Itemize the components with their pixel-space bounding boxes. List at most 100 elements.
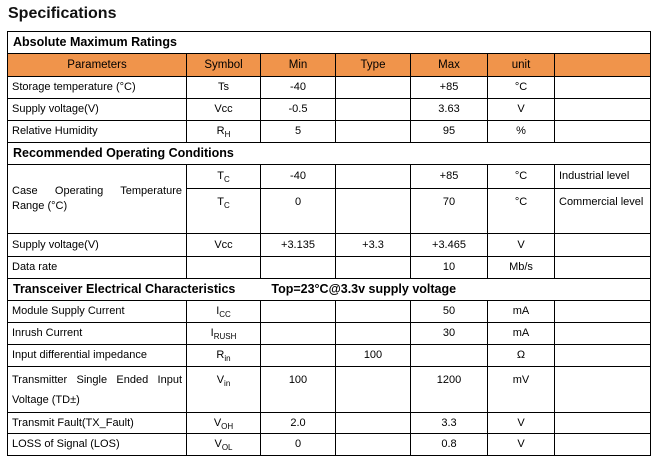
cell-min: 5 xyxy=(260,120,336,143)
cell-param: Transmitter Single Ended Input Voltage (… xyxy=(7,366,187,413)
cell-min: 2.0 xyxy=(260,412,336,434)
col-header-max: Max xyxy=(410,53,488,77)
cell-max: 95 xyxy=(410,120,488,143)
cell-max: 3.63 xyxy=(410,98,488,121)
section-title-with-condition: Transceiver Electrical Characteristics To… xyxy=(6,278,652,301)
cell-unit: °C xyxy=(487,188,555,234)
cell-unit: Ω xyxy=(487,344,555,367)
col-header-parameters: Parameters xyxy=(7,53,187,77)
cell-type xyxy=(335,188,411,234)
cell-unit: V xyxy=(487,412,555,434)
row-loss-of-signal: LOSS of Signal (LOS) VOL 0 0.8 V xyxy=(7,433,652,456)
cell-unit: V xyxy=(487,98,555,121)
cell-max: +3.465 xyxy=(410,233,488,257)
cell-min xyxy=(260,322,336,345)
row-transmit-fault: Transmit Fault(TX_Fault) VOH 2.0 3.3 V xyxy=(7,412,652,434)
cell-unit: mA xyxy=(487,322,555,345)
cell-symbol: IRUSH xyxy=(186,322,261,345)
cell-param: Input differential impedance xyxy=(7,344,187,367)
row-relative-humidity: Relative Humidity RH 5 95 % xyxy=(7,120,652,143)
row-module-supply-current: Module Supply Current ICC 50 mA xyxy=(7,300,652,323)
row-inrush-current: Inrush Current IRUSH 30 mA xyxy=(7,322,652,345)
cell-unit: V xyxy=(487,433,555,456)
cell-param: Module Supply Current xyxy=(7,300,187,323)
cell-param: LOSS of Signal (LOS) xyxy=(7,433,187,456)
cell-max: +85 xyxy=(410,164,488,189)
cell-symbol: ICC xyxy=(186,300,261,323)
cell-note xyxy=(553,256,652,279)
cell-note xyxy=(553,120,652,143)
cell-type xyxy=(335,256,411,279)
section-absolute-maximum-ratings: Absolute Maximum Ratings xyxy=(6,31,652,54)
cell-symbol: VOL xyxy=(186,433,261,456)
col-header-unit: unit xyxy=(487,53,555,77)
row-case-operating-temperature-industrial: Case Operating Temperature Range (°C) TC… xyxy=(7,164,652,234)
section-transceiver-electrical-characteristics: Transceiver Electrical Characteristics To… xyxy=(6,278,652,301)
cell-type xyxy=(335,76,411,99)
cell-param: Transmit Fault(TX_Fault) xyxy=(7,412,187,434)
cell-type xyxy=(335,412,411,434)
cell-min: 0 xyxy=(260,433,336,456)
cell-unit: Mb/s xyxy=(487,256,555,279)
section-title: Transceiver Electrical Characteristics xyxy=(13,282,236,296)
cell-max: 0.8 xyxy=(410,433,488,456)
row-input-differential-impedance: Input differential impedance Rin 100 Ω xyxy=(7,344,652,367)
cell-symbol: Ts xyxy=(186,76,261,99)
section-recommended-operating-conditions: Recommended Operating Conditions xyxy=(6,142,652,165)
row-supply-voltage-recommended: Supply voltage(V) Vcc +3.135 +3.3 +3.465… xyxy=(7,233,652,257)
cell-note: Commercial level xyxy=(553,188,652,234)
cell-type xyxy=(335,433,411,456)
cell-type: 100 xyxy=(335,344,411,367)
cell-symbol: Vcc xyxy=(186,233,261,257)
cell-type xyxy=(335,120,411,143)
cell-note xyxy=(553,412,652,434)
cell-min xyxy=(260,344,336,367)
cell-note xyxy=(553,366,652,413)
cell-type xyxy=(335,300,411,323)
cell-type xyxy=(335,366,411,413)
cell-param: Supply voltage(V) xyxy=(7,98,187,121)
cell-note: Industrial level xyxy=(553,164,652,189)
cell-note xyxy=(553,433,652,456)
cell-param: Relative Humidity xyxy=(7,120,187,143)
cell-symbol: Rin xyxy=(186,344,261,367)
cell-symbol: Vin xyxy=(186,366,261,413)
cell-symbol xyxy=(186,256,261,279)
cell-unit: °C xyxy=(487,164,555,189)
cell-min: -40 xyxy=(260,76,336,99)
cell-symbol: VOH xyxy=(186,412,261,434)
cell-note xyxy=(553,322,652,345)
cell-unit: V xyxy=(487,233,555,257)
cell-param: Data rate xyxy=(7,256,187,279)
cell-param: Supply voltage(V) xyxy=(7,233,187,257)
cell-note xyxy=(553,300,652,323)
cell-min: -40 xyxy=(260,164,336,189)
cell-note xyxy=(553,98,652,121)
specifications-table: Absolute Maximum Ratings Parameters Symb… xyxy=(6,31,652,456)
row-supply-voltage-abs: Supply voltage(V) Vcc -0.5 3.63 V xyxy=(7,98,652,121)
cell-max: 70 xyxy=(410,188,488,234)
section-title: Recommended Operating Conditions xyxy=(6,142,652,165)
cell-min xyxy=(260,300,336,323)
cell-max: 1200 xyxy=(410,366,488,413)
row-data-rate: Data rate 10 Mb/s xyxy=(7,256,652,279)
row-storage-temperature: Storage temperature (°C) Ts -40 +85 °C xyxy=(7,76,652,99)
cell-max: +85 xyxy=(410,76,488,99)
col-header-type: Type xyxy=(335,53,411,77)
cell-max: 30 xyxy=(410,322,488,345)
table-header-row: Parameters Symbol Min Type Max unit xyxy=(7,53,652,77)
cell-param: Storage temperature (°C) xyxy=(7,76,187,99)
cell-symbol: TC xyxy=(186,188,261,234)
col-header-min: Min xyxy=(260,53,336,77)
section-condition: Top=23°C@3.3v supply voltage xyxy=(271,282,457,296)
cell-type: +3.3 xyxy=(335,233,411,257)
section-title: Absolute Maximum Ratings xyxy=(6,31,652,54)
cell-type xyxy=(335,98,411,121)
cell-min: -0.5 xyxy=(260,98,336,121)
cell-min: 100 xyxy=(260,366,336,413)
cell-min: +3.135 xyxy=(260,233,336,257)
cell-type xyxy=(335,322,411,345)
cell-unit: mA xyxy=(487,300,555,323)
page-title: Specifications xyxy=(8,5,117,22)
cell-param: Case Operating Temperature Range (°C) xyxy=(7,164,187,234)
